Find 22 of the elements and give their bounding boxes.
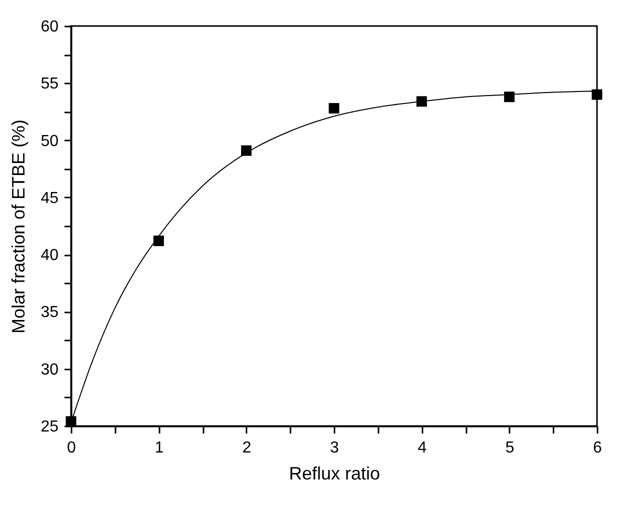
point [592,89,602,100]
x-tick-label: 5 [505,440,514,456]
x-tick-label: 2 [242,440,252,456]
y-tick-label: 45 [40,190,59,207]
x-axis-title: Reflux ratio [288,464,380,484]
x-tick-label: 3 [330,440,340,456]
y-tick-label: 55 [40,76,59,93]
y-tick-label: 30 [40,361,59,378]
y-tick-label: 35 [40,304,59,322]
y-axis-title: Molar fraction of ETBE (%) [8,119,29,334]
point [416,96,427,107]
y-tick-label: 50 [40,132,59,150]
y-tick-label: 25 [40,418,59,436]
point [153,236,164,246]
point [328,103,340,114]
x-tick-label: 4 [418,440,427,456]
y-tick-label: 40 [40,247,59,264]
x-tick-label: 6 [593,440,602,456]
point [504,92,515,102]
x-tick-label: 0 [67,440,76,456]
x-tick-label: 1 [154,440,164,456]
y-tick-label: 60 [40,18,59,36]
